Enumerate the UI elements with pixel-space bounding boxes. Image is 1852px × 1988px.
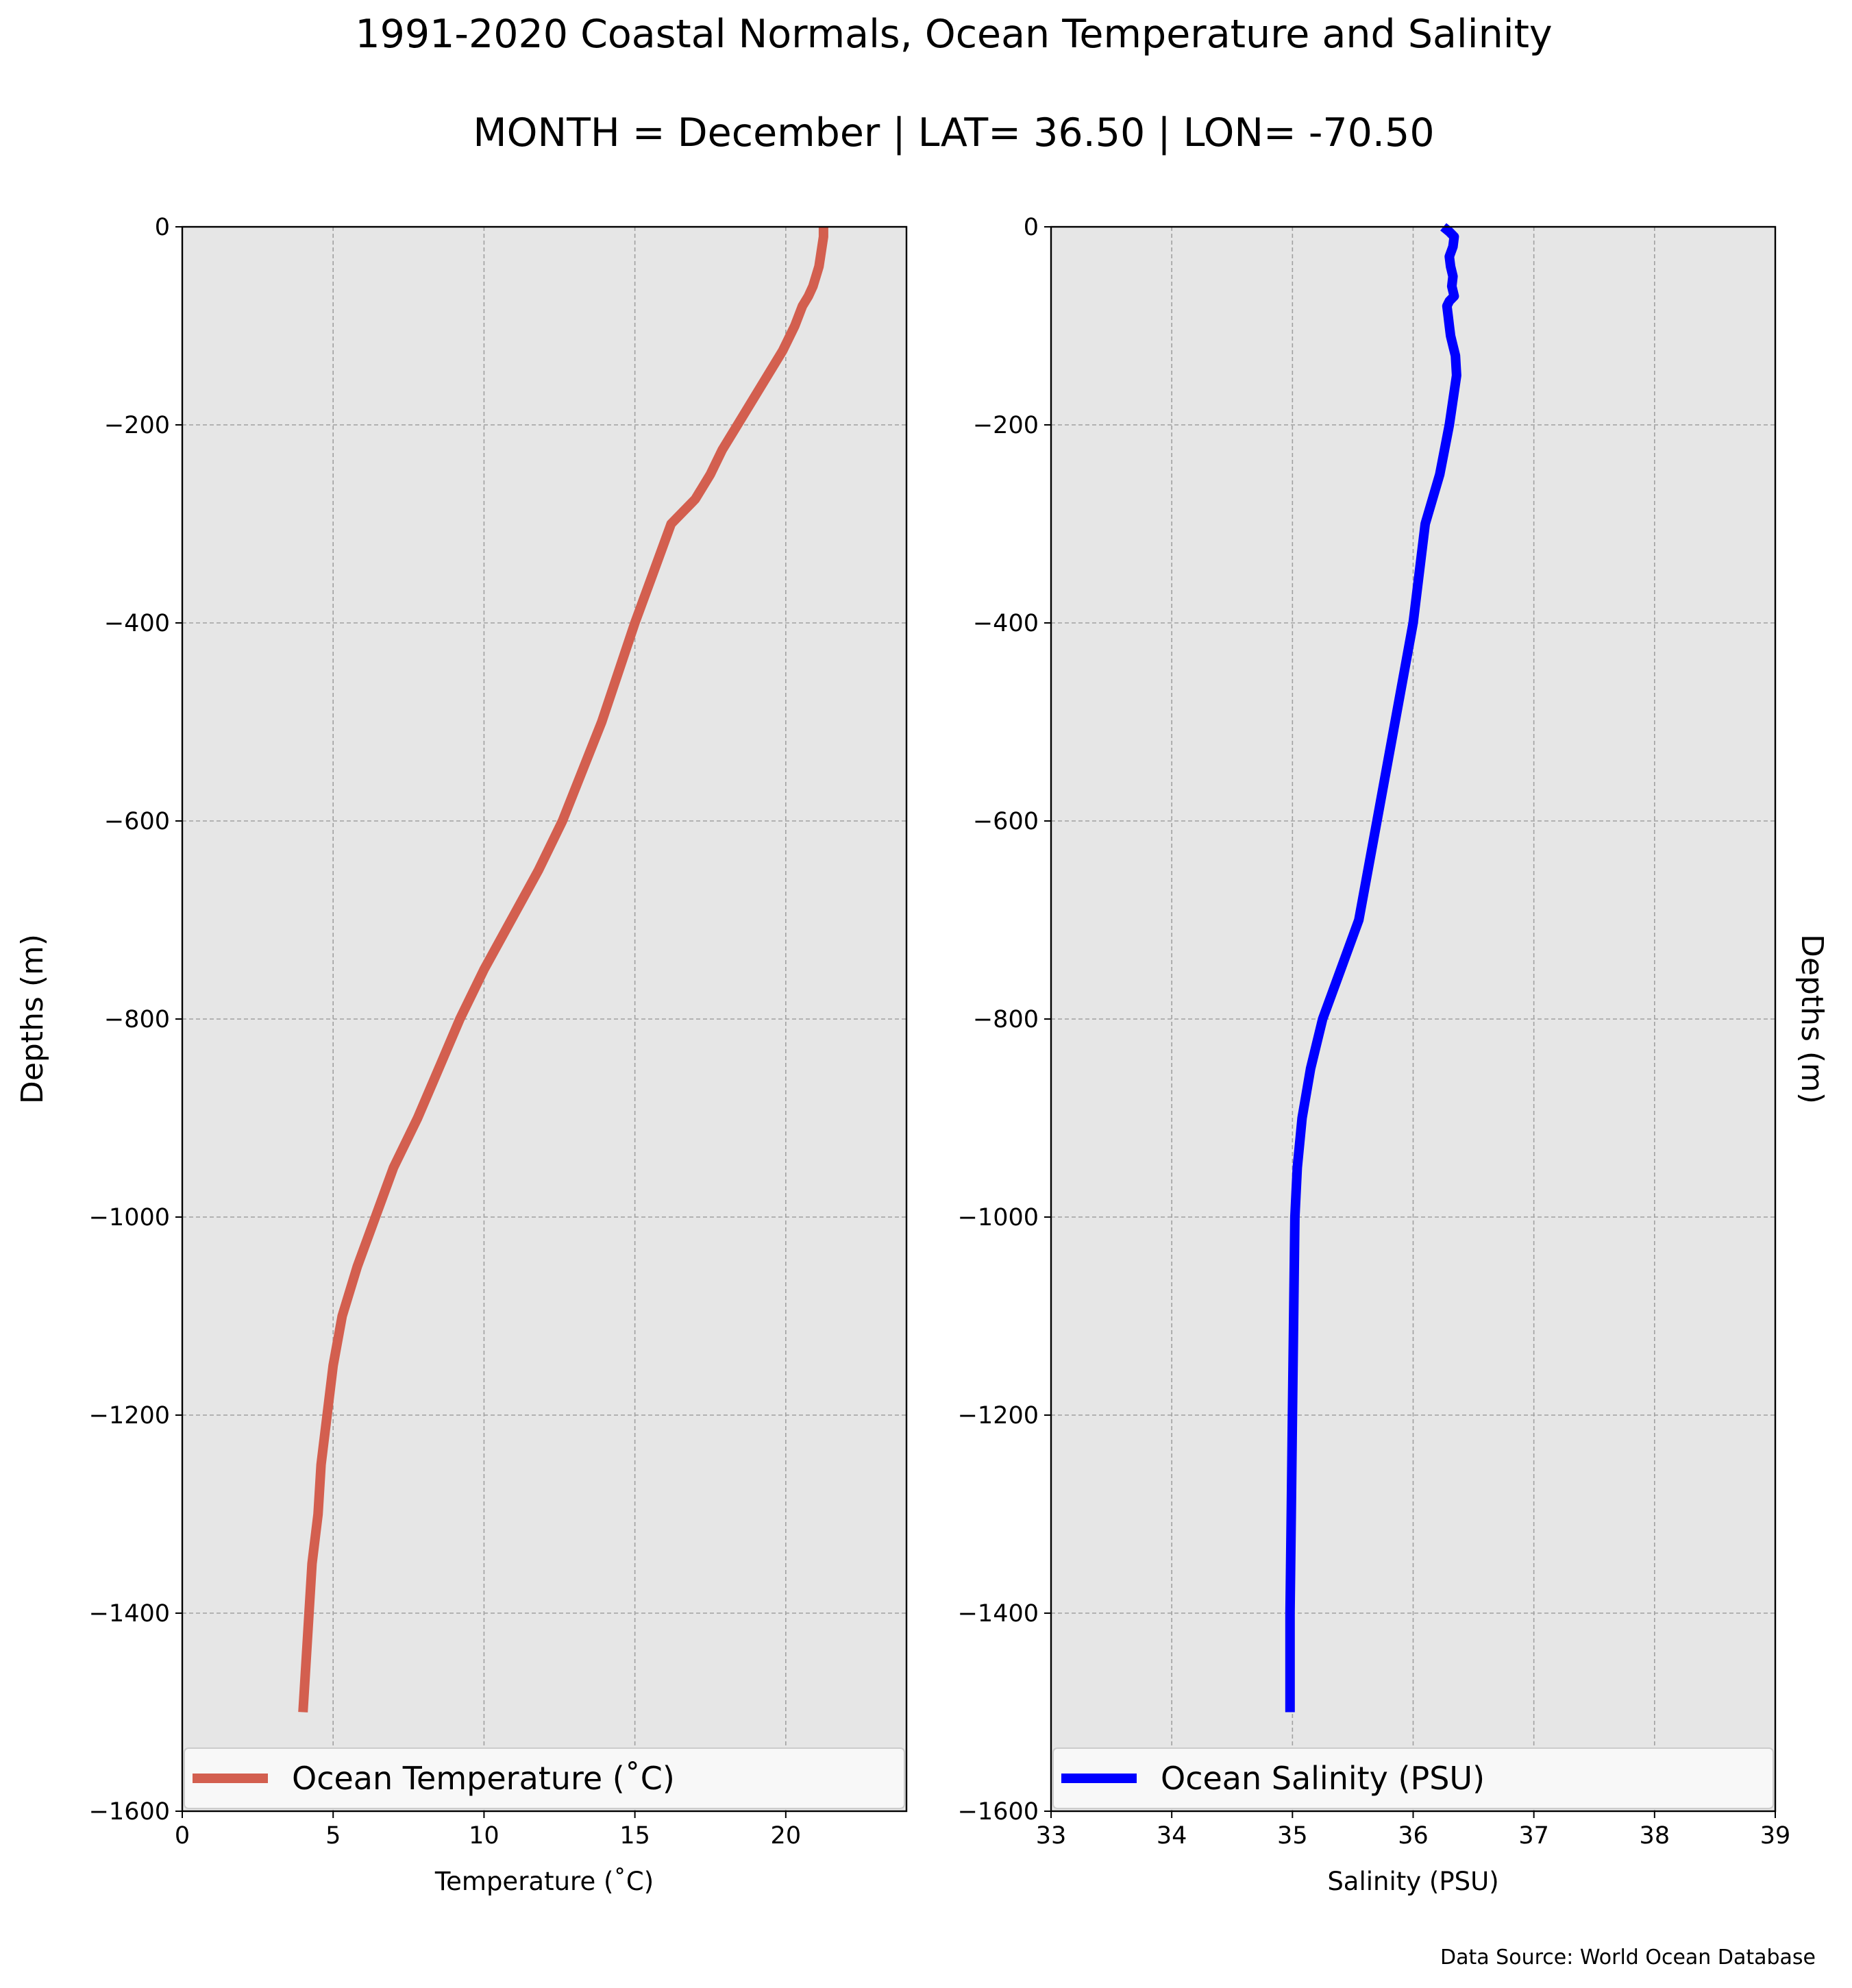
y-tick-label: −1400 bbox=[958, 1600, 1039, 1628]
chart-title: 1991-2020 Coastal Normals, Ocean Tempera… bbox=[355, 12, 1552, 57]
data-source-note: Data Source: World Ocean Database bbox=[1440, 1946, 1816, 1969]
temperature-plot-area bbox=[182, 227, 906, 1811]
salinity-panel: 33 34 35 36 37 38 39 0 −200 −400 −600 −800 −1000 −120… bbox=[958, 214, 1829, 1896]
y-tick-label: −600 bbox=[104, 808, 170, 835]
salinity-series-line bbox=[1285, 223, 1461, 1713]
x-tick-label: 10 bbox=[469, 1822, 499, 1850]
x-tick-label: 37 bbox=[1518, 1822, 1549, 1850]
y-tick-label: −1400 bbox=[89, 1600, 170, 1628]
y-tick-label: −200 bbox=[104, 412, 170, 439]
x-tick-label: 36 bbox=[1398, 1822, 1429, 1850]
x-tick-label: 35 bbox=[1277, 1822, 1308, 1850]
x-tick-label: 5 bbox=[325, 1822, 341, 1850]
x-tick-label: 39 bbox=[1760, 1822, 1791, 1850]
y-tick-label: −1000 bbox=[958, 1204, 1039, 1231]
x-axis-label: Temperature (˚C) bbox=[434, 1867, 654, 1896]
y-tick-label: −1200 bbox=[89, 1402, 170, 1429]
chart-subtitle: MONTH = December | LAT= 36.50 | LON= -70… bbox=[473, 110, 1434, 156]
y-tick-label: 0 bbox=[1024, 214, 1039, 241]
temperature-series-line bbox=[298, 227, 828, 1713]
y-tick-label: −1000 bbox=[89, 1204, 170, 1231]
y-axis-label: Depths (m) bbox=[1794, 934, 1829, 1104]
y-tick-label: −1600 bbox=[958, 1798, 1039, 1826]
salinity-legend-label: Ocean Salinity (PSU) bbox=[1161, 1760, 1485, 1797]
x-axis-label: Salinity (PSU) bbox=[1327, 1867, 1498, 1896]
y-axis-label: Depths (m) bbox=[15, 934, 50, 1104]
y-tick-label: −800 bbox=[104, 1006, 170, 1033]
x-tick-label: 0 bbox=[175, 1822, 190, 1850]
y-tick-label: −1200 bbox=[958, 1402, 1039, 1429]
y-tick-label: −400 bbox=[104, 610, 170, 637]
y-tick-label: −800 bbox=[973, 1006, 1039, 1033]
x-tick-label: 33 bbox=[1036, 1822, 1067, 1850]
x-tick-label: 15 bbox=[619, 1822, 650, 1850]
y-tick-label: 0 bbox=[155, 214, 170, 241]
x-tick-label: 38 bbox=[1640, 1822, 1670, 1850]
x-tick-label: 34 bbox=[1157, 1822, 1187, 1850]
y-tick-label: −400 bbox=[973, 610, 1039, 637]
salinity-legend-box bbox=[1052, 1747, 1774, 1809]
x-tick-label: 20 bbox=[771, 1822, 802, 1850]
temperature-panel: 0 5 10 15 20 0 −200 −400 −600 −800 −1000 −1200 −1400… bbox=[15, 214, 908, 1896]
y-tick-label: −600 bbox=[973, 808, 1039, 835]
temperature-legend-box bbox=[184, 1747, 905, 1809]
temperature-legend-label: Ocean Temperature (˚C) bbox=[292, 1760, 675, 1797]
y-tick-label: −200 bbox=[973, 412, 1039, 439]
y-tick-label: −1600 bbox=[89, 1798, 170, 1826]
